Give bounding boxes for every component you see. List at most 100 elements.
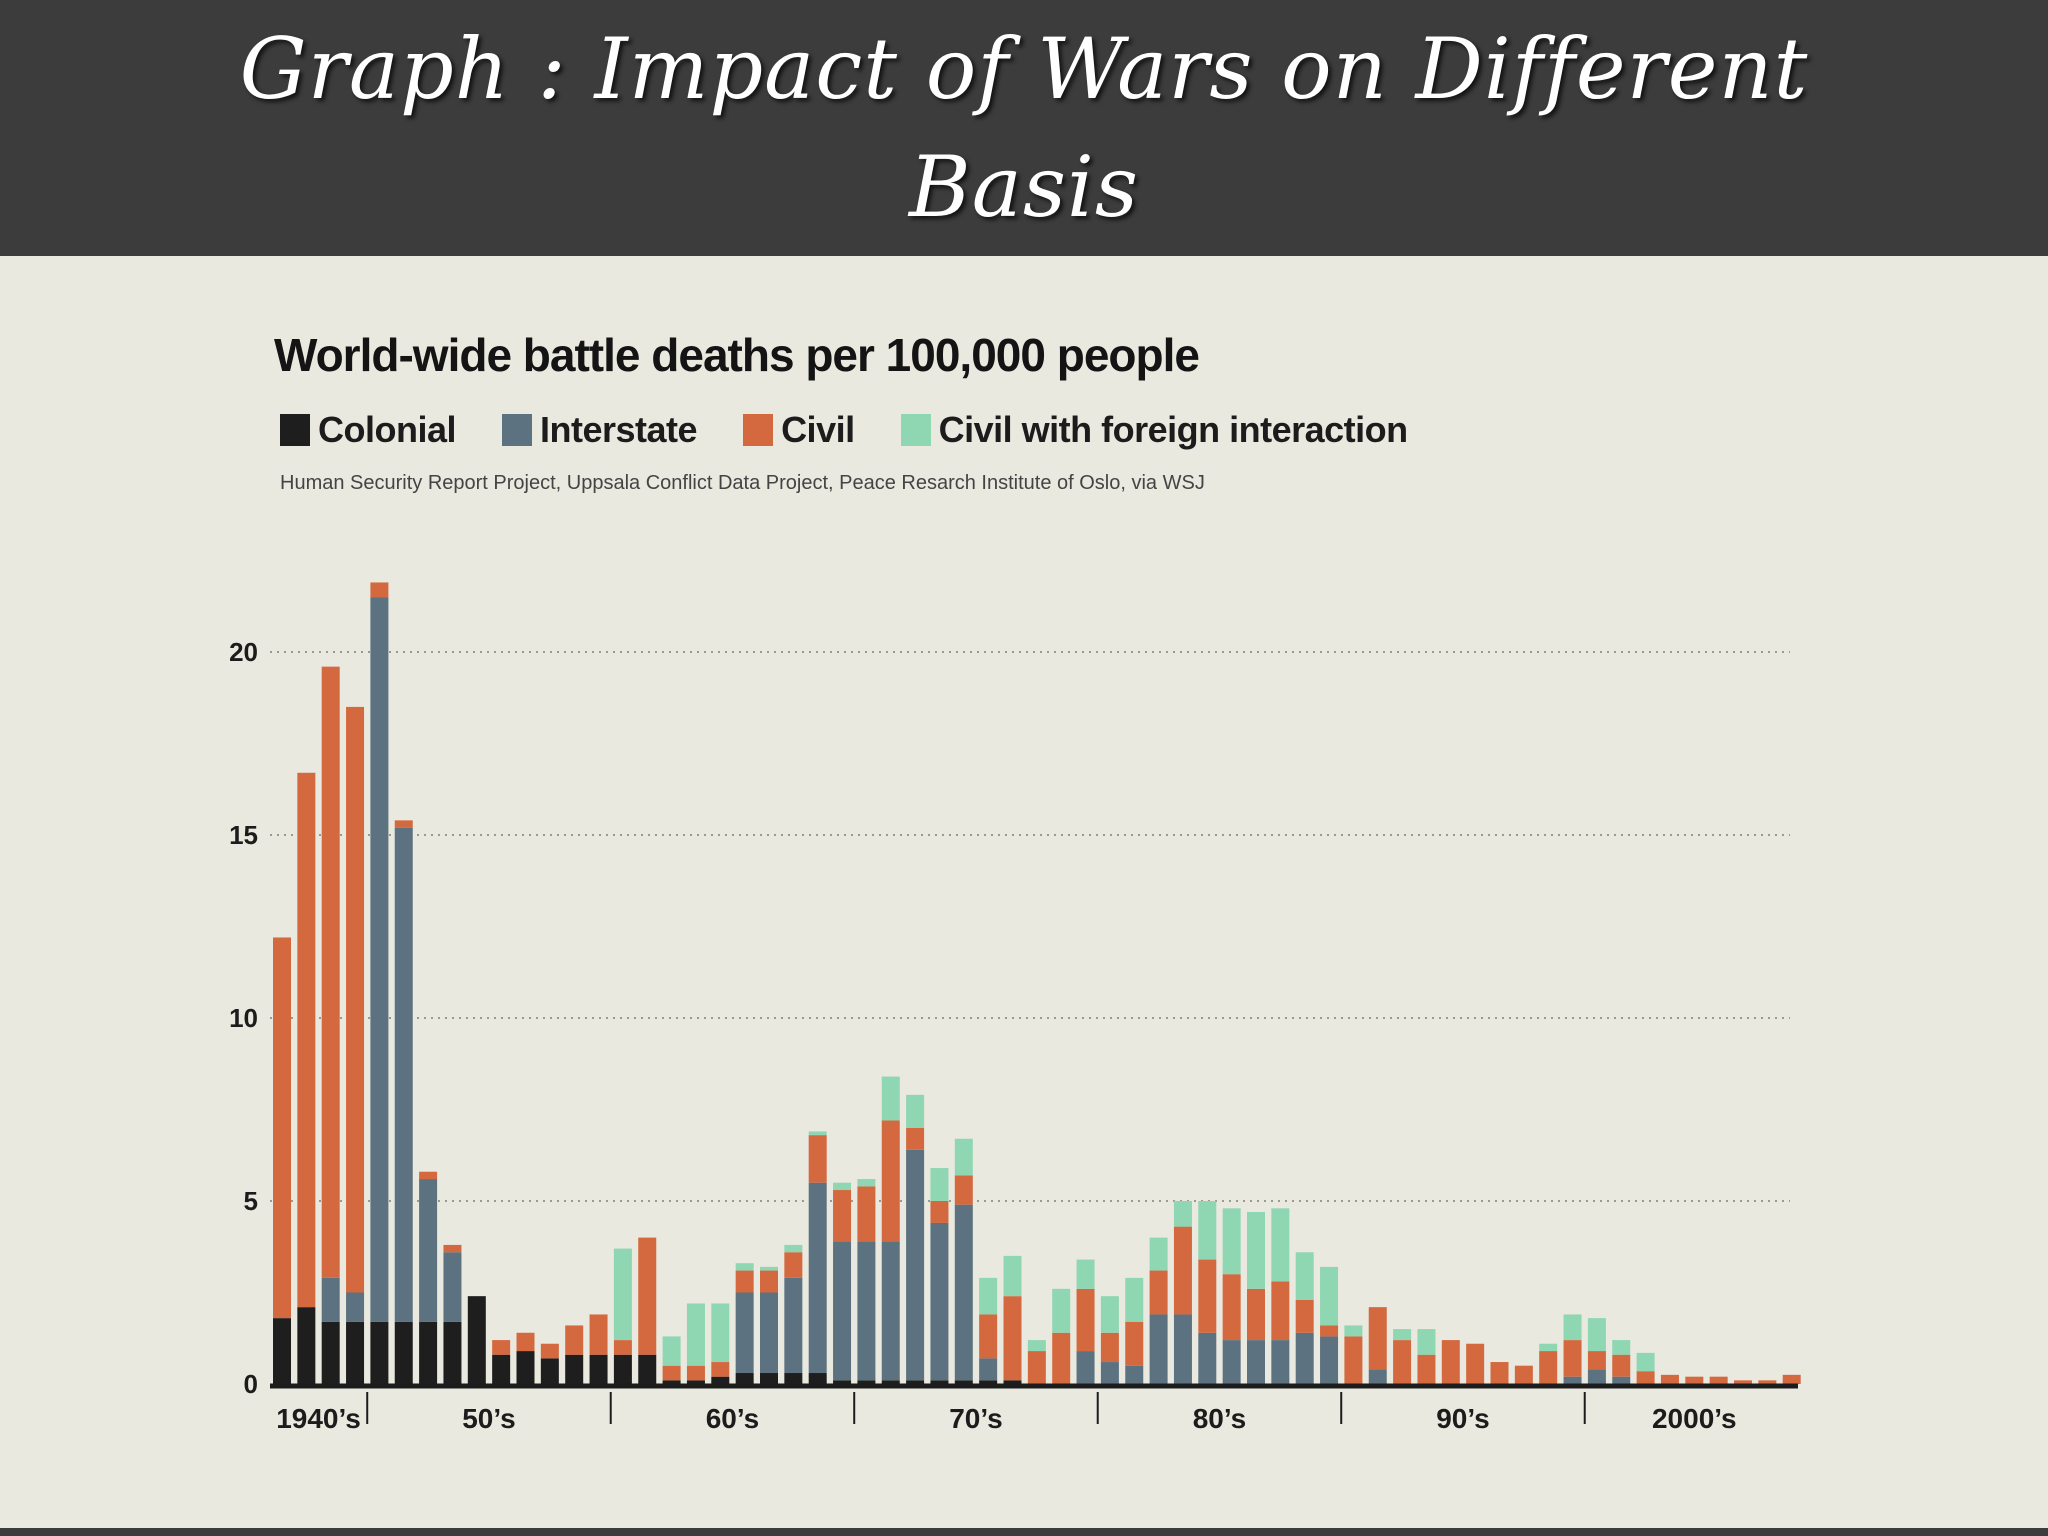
bar-segment	[1247, 1288, 1265, 1341]
bar-segment	[419, 1179, 438, 1322]
bar-segment	[1539, 1351, 1558, 1384]
bar-segment	[1100, 1296, 1119, 1333]
decade-label: 60’s	[706, 1403, 759, 1434]
bar-segment	[1320, 1266, 1339, 1326]
chart-source-note: Human Security Report Project, Uppsala C…	[280, 472, 1205, 494]
bar-segment	[1612, 1354, 1631, 1377]
bar-segment	[1271, 1340, 1290, 1384]
bar-segment	[662, 1365, 681, 1381]
bar-segment	[686, 1303, 705, 1366]
bar-segment	[1198, 1201, 1217, 1260]
bar-segment	[1100, 1332, 1119, 1363]
bar-segment	[1003, 1255, 1022, 1297]
bar-segment	[346, 1292, 365, 1322]
bar-segment	[784, 1252, 803, 1278]
legend-swatch-civil-foreign	[900, 414, 931, 446]
bar-segment	[1563, 1314, 1582, 1341]
bar-segment	[881, 1241, 900, 1381]
bar-segment	[954, 1380, 973, 1384]
decade-label: 70’s	[949, 1403, 1002, 1434]
bar-segment	[857, 1380, 876, 1384]
bar-segment	[1587, 1369, 1606, 1384]
bar-segment	[930, 1222, 949, 1381]
bar-segment	[1052, 1332, 1071, 1384]
bar-segment	[492, 1340, 511, 1355]
chart-title: World-wide battle deaths per 100,000 peo…	[274, 329, 1200, 381]
bar-segment	[1393, 1340, 1412, 1384]
bar-segment	[1441, 1340, 1460, 1384]
bar-segment	[297, 772, 316, 1308]
legend-label-interstate: Interstate	[540, 409, 698, 450]
bar-segment	[1198, 1259, 1217, 1333]
bar-segment	[1076, 1288, 1095, 1352]
bar-segment	[1587, 1351, 1606, 1370]
bar-segment	[370, 582, 389, 598]
bar-segment	[1393, 1329, 1412, 1341]
bar-segment	[467, 1296, 486, 1384]
bar-segment	[346, 1321, 365, 1384]
bar-segment	[1685, 1376, 1704, 1384]
bar-segment	[906, 1149, 925, 1381]
legend-item-interstate: Interstate	[502, 409, 698, 451]
bottom-strip	[0, 1528, 2048, 1536]
bar-segment	[346, 706, 365, 1293]
bar-segment	[906, 1094, 925, 1128]
bar-segment	[833, 1182, 852, 1191]
legend-swatch-interstate	[502, 414, 532, 446]
bar-segment	[906, 1380, 925, 1384]
bar-segment	[808, 1373, 827, 1384]
bar-segment	[979, 1380, 998, 1384]
bar-segment	[1709, 1376, 1728, 1384]
bar-segment	[565, 1325, 584, 1355]
bar-segment	[638, 1237, 657, 1355]
bar-segment	[1271, 1281, 1290, 1341]
bar-segment	[1149, 1270, 1168, 1315]
bar-segment	[979, 1358, 998, 1381]
bar-segment	[1003, 1380, 1022, 1384]
bar-segment	[321, 666, 340, 1278]
bar-segment	[784, 1277, 803, 1374]
bar-segment	[1612, 1376, 1631, 1384]
slide-content	[0, 256, 2048, 1528]
bar-segment	[1295, 1299, 1314, 1333]
bar-segment	[613, 1248, 632, 1341]
bar-segment	[1466, 1343, 1485, 1384]
bar-segment	[321, 1321, 340, 1384]
bar-segment	[443, 1321, 462, 1384]
bar-segment	[760, 1373, 778, 1384]
bar-segment	[930, 1168, 949, 1201]
bar-segment	[979, 1314, 998, 1359]
bar-segment	[1076, 1259, 1095, 1289]
bar-segment	[1222, 1208, 1241, 1275]
bar-segment	[711, 1376, 730, 1384]
bar-segment	[881, 1380, 900, 1384]
bar-segment	[1173, 1226, 1192, 1315]
bar-segment	[1490, 1362, 1509, 1384]
legend-item-civil: Civil	[743, 409, 855, 451]
bar-segment	[492, 1354, 511, 1384]
legend-label-civil-foreign: Civil with foreign interaction	[938, 409, 1409, 450]
bar-segment	[1734, 1380, 1752, 1384]
bar-segment	[1125, 1277, 1144, 1322]
bar-segment	[1539, 1343, 1558, 1352]
chart-legend: Colonial Interstate Civil Civil with for…	[280, 408, 1454, 452]
bar-segment	[954, 1138, 973, 1176]
bar-segment	[760, 1292, 778, 1374]
bar-segment	[1612, 1340, 1631, 1355]
bar-segment	[1149, 1314, 1168, 1384]
bar-segment	[711, 1303, 730, 1363]
bar-segment	[1247, 1340, 1265, 1384]
bar-segment	[808, 1131, 827, 1136]
bar-segment	[1636, 1352, 1655, 1372]
bar-segment	[1563, 1340, 1582, 1377]
bar-segment	[1173, 1314, 1192, 1384]
legend-swatch-civil	[743, 414, 774, 446]
y-tick-label: 5	[244, 1186, 258, 1216]
bar-segment	[613, 1354, 632, 1384]
bar-segment	[443, 1252, 462, 1322]
bar-segment	[1052, 1288, 1071, 1333]
bar-segment	[1125, 1321, 1144, 1366]
bar-segment	[1027, 1340, 1046, 1352]
bar-segment	[1514, 1365, 1533, 1384]
legend-item-civil-foreign: Civil with foreign interaction	[900, 409, 1409, 451]
